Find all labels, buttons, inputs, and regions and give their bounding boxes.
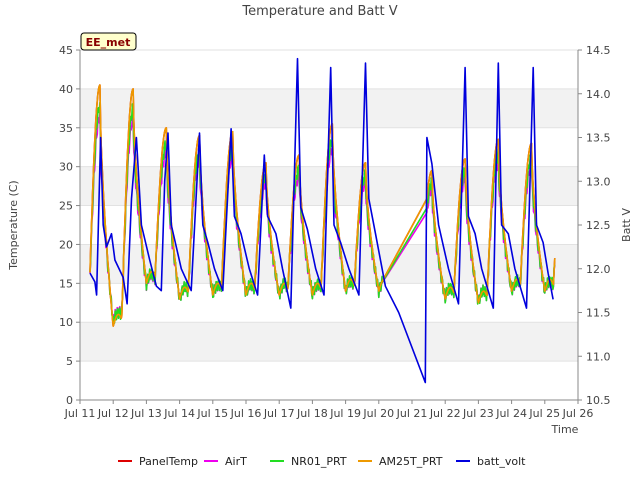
y-left-tick-label: 20 — [59, 238, 73, 251]
x-tick-label: Jul 26 — [562, 407, 594, 420]
y-left-tick-label: 5 — [66, 355, 73, 368]
y-right-tick-label: 14.0 — [586, 88, 611, 101]
x-tick-label: Jul 11 — [64, 407, 96, 420]
y-left-tick-label: 30 — [59, 161, 73, 174]
x-axis-label: Time — [551, 423, 579, 436]
x-tick-label: Jul 24 — [495, 407, 527, 420]
grid-band — [80, 166, 578, 206]
y-left-tick-label: 35 — [59, 122, 73, 135]
y-left-tick-label: 10 — [59, 316, 73, 329]
y-left-tick-label: 45 — [59, 44, 73, 57]
legend-label-batt_volt: batt_volt — [477, 455, 526, 468]
series-layer — [89, 57, 556, 384]
legend-label-AirT: AirT — [225, 455, 247, 468]
x-tick-label: Jul 17 — [263, 407, 295, 420]
x-tick-label: Jul 19 — [329, 407, 361, 420]
x-tick-label: Jul 13 — [130, 407, 162, 420]
grid-band — [80, 322, 578, 362]
y-right-tick-label: 13.5 — [586, 132, 611, 145]
y-left-tick-label: 15 — [59, 277, 73, 290]
legend-label-NR01_PRT: NR01_PRT — [291, 455, 347, 468]
y-right-tick-label: 13.0 — [586, 175, 611, 188]
y-axis-right-label: Batt V — [620, 208, 633, 242]
y-right-tick-label: 10.5 — [586, 394, 611, 407]
y-right-tick-label: 12.5 — [586, 219, 611, 232]
y-left-tick-label: 25 — [59, 200, 73, 213]
x-tick-label: Jul 18 — [296, 407, 328, 420]
x-tick-label: Jul 21 — [396, 407, 428, 420]
x-tick-label: Jul 22 — [429, 407, 461, 420]
series-line-batt_volt — [89, 57, 554, 384]
badge-text: EE_met — [86, 36, 131, 49]
y-axis-left-label: Temperature (C) — [7, 180, 20, 270]
y-left-tick-label: 40 — [59, 83, 73, 96]
axes: 0 5 10 15 20 25 30 35 40 45 10.5 11.0 11.5 12.0 12.5 13… — [59, 44, 611, 420]
badge-box — [80, 32, 137, 51]
chart-title: Temperature and Batt V — [241, 4, 397, 19]
x-tick-label: Jul 12 — [97, 407, 129, 420]
x-tick-label: Jul 20 — [362, 407, 394, 420]
x-tick-label: Jul 16 — [230, 407, 262, 420]
x-tick-label: Jul 23 — [462, 407, 494, 420]
y-right-tick-label: 11.5 — [586, 307, 611, 320]
y-right-tick-label: 12.0 — [586, 263, 611, 276]
x-tick-label: Jul 25 — [528, 407, 560, 420]
x-tick-label: Jul 14 — [163, 407, 195, 420]
legend-label-PanelTemp: PanelTemp — [139, 455, 198, 468]
y-right-tick-label: 14.5 — [586, 44, 611, 57]
y-left-tick-label: 0 — [66, 394, 73, 407]
x-tick-label: Jul 15 — [196, 407, 228, 420]
legend-label-AM25T_PRT: AM25T_PRT — [379, 455, 443, 468]
legend: PanelTemp AirT NR01_PRT AM25T_PRT batt_volt — [118, 455, 526, 468]
y-right-tick-label: 11.0 — [586, 350, 611, 363]
station-badge: EE_met — [80, 32, 137, 51]
